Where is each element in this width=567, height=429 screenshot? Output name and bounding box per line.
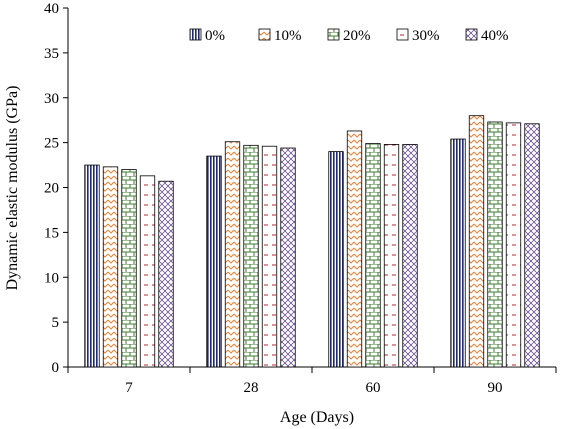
x-axis-title: Age (Days) bbox=[280, 409, 354, 426]
bar-40pct-7 bbox=[158, 180, 174, 368]
y-axis-title: Dynamic elastic modulus (GPa) bbox=[4, 86, 21, 291]
x-tick-label: 60 bbox=[366, 380, 381, 396]
bar-0pct-28 bbox=[206, 155, 222, 368]
y-tick-label: 5 bbox=[52, 315, 60, 331]
legend-swatch bbox=[396, 28, 409, 41]
bar-20pct-90 bbox=[487, 121, 503, 368]
legend-swatch bbox=[258, 28, 271, 41]
y-tick-label: 10 bbox=[44, 270, 59, 286]
legend-swatch bbox=[189, 28, 202, 41]
legend-label: 10% bbox=[274, 28, 302, 44]
x-tick-label: 7 bbox=[125, 380, 133, 396]
bar-30pct-60 bbox=[383, 144, 400, 368]
y-tick-label: 20 bbox=[44, 181, 59, 197]
bar-40pct-90 bbox=[524, 123, 540, 368]
bar-40pct-28 bbox=[280, 147, 296, 368]
legend-swatch bbox=[465, 28, 478, 41]
legend-label: 40% bbox=[481, 28, 509, 44]
x-axis: 7 28 60 90 bbox=[67, 366, 557, 396]
bar-10pct-28 bbox=[224, 141, 241, 368]
bar-20pct-60 bbox=[365, 143, 381, 368]
legend-label: 30% bbox=[412, 28, 440, 44]
bar-10pct-7 bbox=[102, 166, 119, 368]
x-tick-label: 28 bbox=[244, 380, 259, 396]
y-tick-label: 35 bbox=[44, 46, 59, 62]
bar-30pct-28 bbox=[261, 145, 278, 368]
y-tick-label: 0 bbox=[52, 360, 60, 376]
legend-label: 20% bbox=[343, 28, 371, 44]
y-tick-label: 30 bbox=[44, 91, 59, 107]
bars bbox=[84, 115, 540, 368]
bar-0pct-7 bbox=[84, 164, 100, 368]
y-tick-label: 15 bbox=[44, 225, 59, 241]
bar-30pct-90 bbox=[505, 122, 522, 368]
legend-label: 0% bbox=[205, 28, 225, 44]
legend: 0% 10% 20% 30% 40% bbox=[189, 28, 509, 44]
y-axis: 0 5 10 15 20 25 30 35 40 bbox=[44, 1, 69, 376]
bar-10pct-60 bbox=[346, 130, 363, 368]
bar-10pct-90 bbox=[468, 115, 485, 368]
bar-30pct-7 bbox=[139, 175, 156, 368]
bar-0pct-90 bbox=[450, 138, 466, 368]
bar-20pct-28 bbox=[243, 144, 259, 368]
y-tick-label: 25 bbox=[44, 136, 59, 152]
legend-swatch bbox=[327, 28, 340, 41]
y-tick-label: 40 bbox=[44, 1, 59, 17]
bar-40pct-60 bbox=[402, 144, 418, 368]
bar-0pct-60 bbox=[328, 151, 344, 368]
bar-20pct-7 bbox=[121, 169, 137, 368]
x-tick-label: 90 bbox=[488, 380, 503, 396]
